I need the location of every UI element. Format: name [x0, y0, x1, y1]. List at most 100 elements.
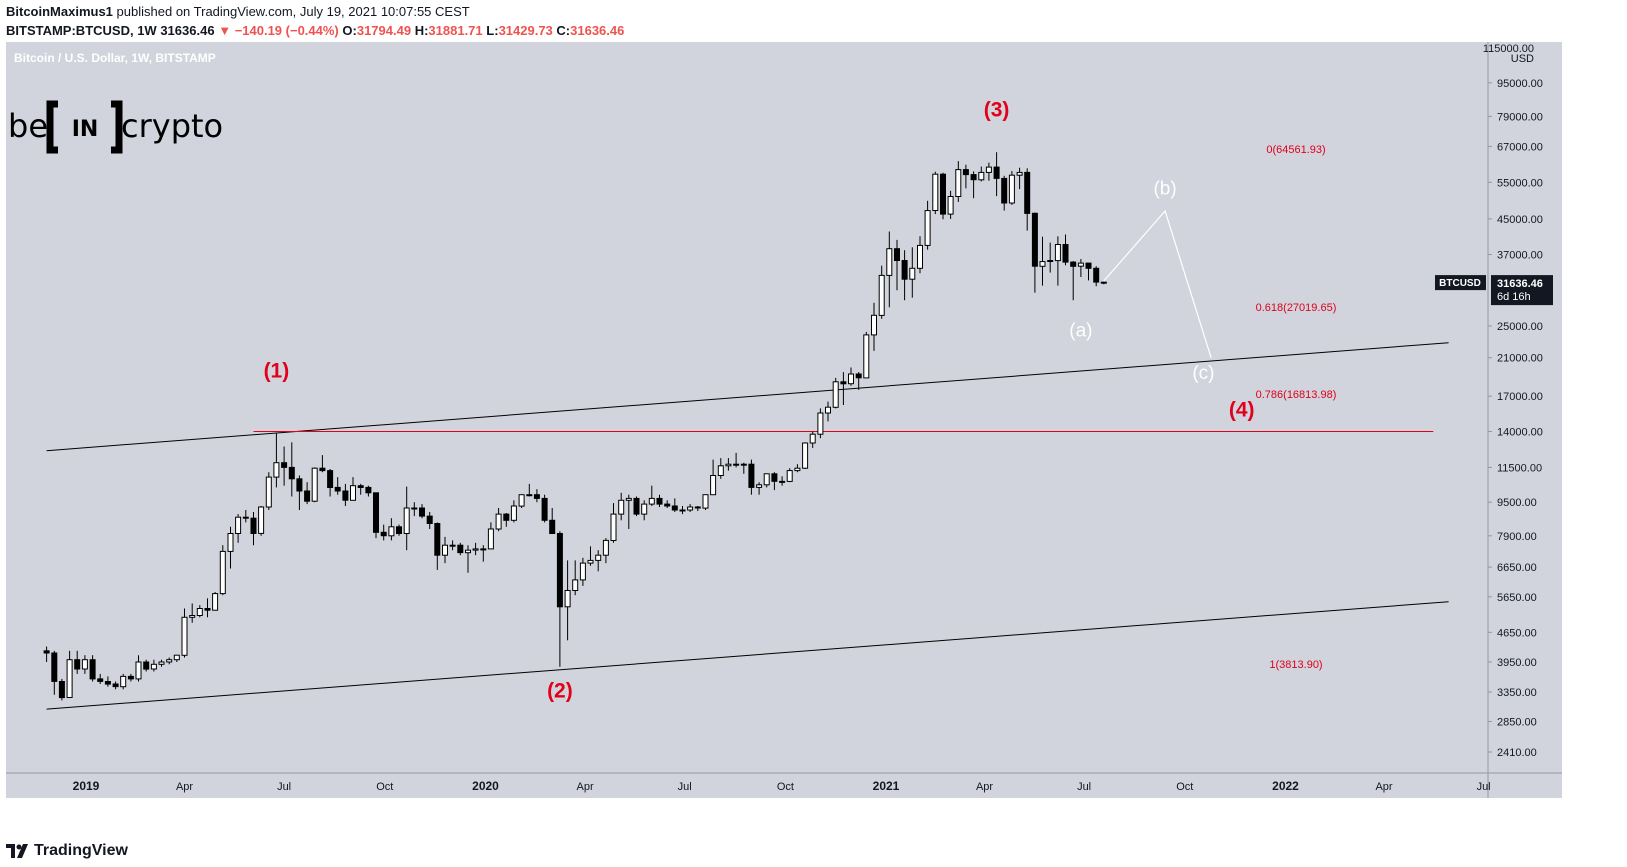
candle[interactable]	[173, 654, 180, 662]
candle[interactable]	[1077, 259, 1084, 277]
candle[interactable]	[564, 560, 571, 641]
candle[interactable]	[618, 492, 625, 521]
candle[interactable]	[281, 446, 288, 486]
candle[interactable]	[924, 200, 931, 250]
candle[interactable]	[74, 650, 81, 674]
candle[interactable]	[878, 265, 885, 319]
candle[interactable]	[442, 536, 448, 564]
candle[interactable]	[671, 498, 678, 512]
candle[interactable]	[610, 503, 617, 543]
candle[interactable]	[150, 659, 157, 672]
candle[interactable]	[848, 367, 854, 386]
candle[interactable]	[327, 469, 334, 497]
candle[interactable]	[664, 500, 671, 508]
candles[interactable]	[43, 152, 1107, 701]
candle[interactable]	[143, 659, 150, 672]
candle[interactable]	[940, 172, 946, 220]
candle[interactable]	[219, 545, 226, 596]
candle[interactable]	[273, 432, 280, 488]
time-axis-panel[interactable]	[6, 773, 1488, 798]
candle[interactable]	[89, 655, 96, 682]
candle[interactable]	[587, 546, 594, 566]
candle[interactable]	[541, 494, 548, 523]
plot-area[interactable]	[6, 42, 1488, 773]
candle[interactable]	[756, 482, 763, 495]
candle[interactable]	[426, 512, 433, 529]
candle[interactable]	[212, 592, 219, 611]
candle[interactable]	[1001, 175, 1008, 211]
candle[interactable]	[311, 467, 318, 503]
candle[interactable]	[235, 514, 242, 543]
candle[interactable]	[648, 485, 655, 506]
candle[interactable]	[411, 502, 418, 517]
candle[interactable]	[1085, 262, 1092, 281]
candle[interactable]	[419, 504, 425, 519]
candle[interactable]	[1054, 236, 1061, 286]
candle[interactable]	[242, 510, 249, 523]
candle[interactable]	[740, 462, 747, 474]
candle[interactable]	[656, 494, 663, 507]
candle[interactable]	[702, 494, 709, 510]
candle[interactable]	[947, 190, 954, 219]
candle[interactable]	[181, 608, 188, 658]
candle[interactable]	[434, 522, 441, 570]
candle[interactable]	[641, 500, 648, 521]
candle[interactable]	[518, 494, 525, 508]
candle[interactable]	[717, 458, 724, 479]
author-name[interactable]: BitcoinMaximus1	[6, 4, 113, 19]
candle[interactable]	[1070, 261, 1077, 301]
candle[interactable]	[388, 518, 395, 541]
candle[interactable]	[196, 605, 203, 618]
candle[interactable]	[871, 302, 877, 351]
candle[interactable]	[962, 164, 969, 189]
candle[interactable]	[334, 477, 341, 495]
candle[interactable]	[457, 542, 464, 556]
candle[interactable]	[786, 468, 793, 483]
candle[interactable]	[258, 506, 265, 536]
candle[interactable]	[679, 506, 686, 515]
candle[interactable]	[763, 473, 770, 488]
candle[interactable]	[825, 401, 831, 422]
candle[interactable]	[886, 231, 893, 308]
time-axis[interactable]: 2019 Apr Jul Oct 2020 Apr Jul Oct 2021 Apr Jul Oct 2…	[73, 779, 1491, 793]
candle[interactable]	[465, 545, 471, 573]
candle[interactable]	[595, 550, 602, 572]
candle[interactable]	[725, 458, 732, 471]
candle[interactable]	[863, 331, 870, 379]
candle[interactable]	[817, 408, 824, 439]
candle[interactable]	[120, 673, 127, 690]
candle[interactable]	[495, 508, 502, 532]
candle[interactable]	[265, 472, 272, 510]
candle[interactable]	[993, 152, 1000, 197]
candle[interactable]	[365, 485, 372, 497]
candle[interactable]	[227, 526, 234, 569]
candle[interactable]	[625, 494, 632, 529]
candle[interactable]	[396, 524, 402, 536]
projection-path[interactable]	[1103, 209, 1212, 358]
candle[interactable]	[602, 538, 609, 564]
candle[interactable]	[533, 489, 540, 503]
candle[interactable]	[932, 171, 939, 215]
candle[interactable]	[909, 247, 916, 298]
candle[interactable]	[549, 508, 556, 534]
trendline-channel-upper[interactable]	[46, 342, 1449, 452]
candle[interactable]	[304, 482, 311, 505]
candle[interactable]	[296, 475, 303, 511]
candle[interactable]	[51, 650, 58, 695]
candle[interactable]	[970, 171, 977, 199]
price-chart[interactable]: Bitcoin / U.S. Dollar, 1W, BITSTAMP be I…	[0, 40, 1627, 836]
candle[interactable]	[189, 603, 196, 623]
candle[interactable]	[633, 496, 640, 517]
candle[interactable]	[556, 531, 563, 667]
candle[interactable]	[748, 459, 755, 495]
projection-line[interactable]	[1103, 209, 1212, 358]
candle[interactable]	[350, 477, 356, 501]
candle[interactable]	[510, 500, 517, 523]
candle[interactable]	[779, 476, 786, 486]
candle[interactable]	[955, 161, 962, 202]
candle[interactable]	[894, 239, 900, 291]
candle[interactable]	[809, 431, 816, 448]
candle[interactable]	[1024, 168, 1031, 231]
footer-brand[interactable]: TradingView	[34, 842, 128, 859]
trendline-channel-lower[interactable]	[46, 601, 1449, 710]
